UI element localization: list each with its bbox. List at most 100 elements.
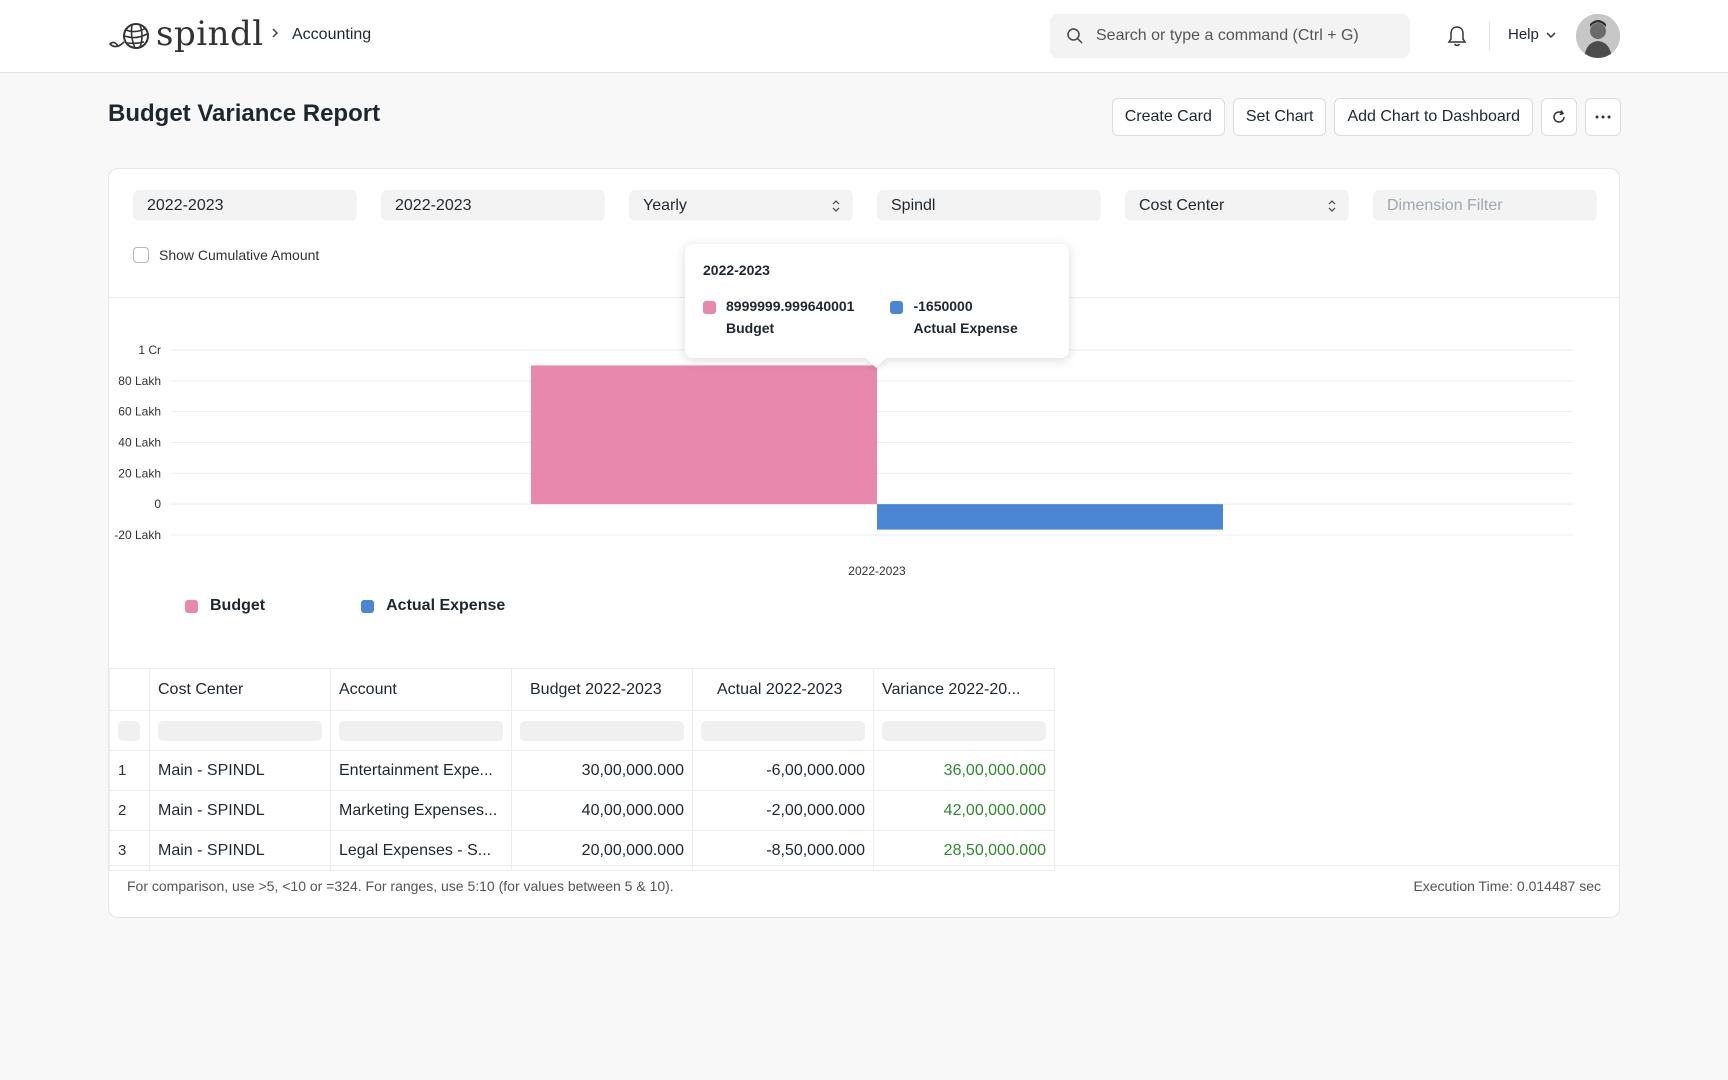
y-tick-label: 1 Cr bbox=[138, 343, 161, 357]
y-tick-label: 20 Lakh bbox=[118, 466, 161, 480]
user-avatar[interactable] bbox=[1576, 14, 1620, 58]
legend-swatch-budget bbox=[185, 599, 198, 613]
table-row[interactable]: 1 Main - SPINDL Entertainment Expe... 30… bbox=[109, 750, 1055, 791]
column-header[interactable]: Account bbox=[330, 668, 512, 711]
chevron-right-icon bbox=[270, 26, 280, 44]
cell-account[interactable]: Entertainment Expe... bbox=[330, 750, 512, 791]
cell-cost-center[interactable]: Main - SPINDL bbox=[149, 830, 331, 871]
row-index: 2 bbox=[109, 790, 150, 831]
help-dropdown[interactable]: Help bbox=[1508, 26, 1557, 43]
legend-item-budget[interactable]: Budget bbox=[185, 597, 265, 615]
y-tick-label: 40 Lakh bbox=[118, 436, 161, 450]
y-tick-label: 60 Lakh bbox=[118, 405, 161, 419]
select-arrows-icon bbox=[832, 200, 840, 212]
notification-bell-icon[interactable] bbox=[1446, 24, 1468, 53]
legend-item-actual-expense[interactable]: Actual Expense bbox=[361, 597, 505, 615]
bar-budget[interactable] bbox=[531, 365, 877, 505]
cell-cost-center[interactable]: Main - SPINDL bbox=[149, 790, 331, 831]
budget-against-select[interactable]: Cost Center bbox=[1125, 190, 1349, 221]
column-filter-input[interactable] bbox=[692, 710, 874, 751]
column-filter-input[interactable] bbox=[149, 710, 331, 751]
tooltip-title: 2022-2023 bbox=[703, 262, 770, 278]
cell-variance[interactable]: 42,00,000.000 bbox=[873, 790, 1055, 831]
budget-against-value: Cost Center bbox=[1139, 196, 1225, 214]
cell-account[interactable]: Marketing Expenses... bbox=[330, 790, 512, 831]
column-header[interactable]: Cost Center bbox=[149, 668, 331, 711]
column-filter-input[interactable] bbox=[511, 710, 693, 751]
search-placeholder: Search or type a command (Ctrl + G) bbox=[1096, 27, 1359, 44]
row-index-header bbox=[109, 668, 150, 711]
bar-actual-expense[interactable] bbox=[877, 504, 1223, 530]
more-options-button[interactable] bbox=[1585, 98, 1621, 136]
cell-account[interactable]: Legal Expenses - S... bbox=[330, 830, 512, 871]
legend-label-budget: Budget bbox=[210, 597, 266, 614]
to-fiscal-year-field[interactable]: 2022-2023 bbox=[381, 190, 605, 221]
tooltip-items: 8999999.999640001 Budget -1650000 Actual… bbox=[703, 298, 1051, 336]
cell-variance[interactable]: 28,50,000.000 bbox=[873, 830, 1055, 871]
cell-actual[interactable]: -2,00,000.000 bbox=[692, 790, 874, 831]
tooltip-name-actual: Actual Expense bbox=[913, 320, 1018, 336]
add-chart-to-dashboard-button[interactable]: Add Chart to Dashboard bbox=[1334, 98, 1533, 136]
chart-tooltip: 2022-2023 8999999.999640001 Budget -1650… bbox=[685, 244, 1069, 368]
cell-actual[interactable]: -8,50,000.000 bbox=[692, 830, 874, 871]
y-tick-label: 0 bbox=[154, 497, 161, 511]
refresh-button[interactable] bbox=[1541, 98, 1577, 136]
legend-swatch-actual bbox=[361, 599, 375, 613]
period-value: Yearly bbox=[643, 196, 687, 214]
report-card: 2022-2023 2022-2023 Yearly Spindl Cost C… bbox=[108, 168, 1620, 918]
search-input[interactable]: Search or type a command (Ctrl + G) bbox=[1050, 14, 1410, 58]
ellipsis-icon bbox=[1595, 115, 1611, 119]
filter-cell bbox=[109, 710, 150, 751]
table-row[interactable]: 2 Main - SPINDL Marketing Expenses... 40… bbox=[109, 790, 1055, 831]
column-header[interactable]: Actual 2022-2023 bbox=[692, 668, 874, 711]
dimension-filter-input[interactable]: Dimension Filter bbox=[1373, 190, 1597, 221]
tooltip-value-budget: 8999999.999640001 bbox=[726, 298, 855, 314]
select-arrows-icon bbox=[1328, 200, 1336, 212]
column-header[interactable]: Budget 2022-2023 bbox=[511, 668, 693, 711]
set-chart-button[interactable]: Set Chart bbox=[1232, 98, 1327, 136]
cell-cost-center[interactable]: Main - SPINDL bbox=[149, 750, 331, 791]
legend-label-actual: Actual Expense bbox=[386, 597, 506, 614]
page-actions: Create Card Set Chart Add Chart to Dashb… bbox=[1111, 98, 1621, 136]
chevron-down-icon bbox=[1546, 31, 1556, 38]
x-tick-label: 2022-2023 bbox=[848, 564, 906, 578]
show-cumulative-checkbox[interactable] bbox=[133, 247, 149, 263]
from-fiscal-year-field[interactable]: 2022-2023 bbox=[133, 190, 357, 221]
cell-budget[interactable]: 30,00,000.000 bbox=[511, 750, 693, 791]
navbar-divider bbox=[1489, 22, 1490, 50]
table-row[interactable]: 3 Main - SPINDL Legal Expenses - S... 20… bbox=[109, 830, 1055, 871]
company-field[interactable]: Spindl bbox=[877, 190, 1101, 221]
yarn-ball-icon bbox=[108, 23, 149, 49]
tooltip-swatch-actual bbox=[890, 301, 904, 314]
y-tick-label: -20 Lakh bbox=[114, 528, 161, 542]
navbar: spindl Accounting Search or type a comma… bbox=[0, 0, 1728, 73]
tooltip-item-budget: 8999999.999640001 Budget bbox=[703, 298, 854, 336]
brand-logo[interactable]: spindl bbox=[108, 14, 264, 54]
breadcrumb-accounting[interactable]: Accounting bbox=[292, 26, 372, 43]
show-cumulative-label: Show Cumulative Amount bbox=[159, 247, 320, 263]
page-title: Budget Variance Report bbox=[108, 100, 381, 127]
cell-variance[interactable]: 36,00,000.000 bbox=[873, 750, 1055, 791]
table-filter-row bbox=[109, 710, 1055, 751]
filter-help-note: For comparison, use >5, <10 or =324. For… bbox=[127, 878, 674, 894]
column-filter-input[interactable] bbox=[873, 710, 1055, 751]
chart-legend: Budget Actual Expense bbox=[185, 597, 505, 615]
show-cumulative-row[interactable]: Show Cumulative Amount bbox=[133, 247, 319, 263]
row-index: 1 bbox=[109, 750, 150, 791]
period-select[interactable]: Yearly bbox=[629, 190, 853, 221]
execution-time: Execution Time: 0.014487 sec bbox=[1413, 878, 1601, 894]
search-icon bbox=[1067, 28, 1083, 44]
table-header-row: Cost Center Account Budget 2022-2023 Act… bbox=[109, 668, 1055, 711]
brand-name: spindl bbox=[156, 14, 264, 54]
breadcrumb: Accounting bbox=[270, 26, 371, 44]
create-card-button[interactable]: Create Card bbox=[1111, 98, 1225, 136]
report-table: Cost Center Account Budget 2022-2023 Act… bbox=[109, 668, 1055, 871]
tooltip-value-actual: -1650000 bbox=[913, 298, 973, 314]
tooltip-name-budget: Budget bbox=[726, 320, 775, 336]
y-tick-label: 80 Lakh bbox=[118, 374, 161, 388]
column-filter-input[interactable] bbox=[330, 710, 512, 751]
tooltip-swatch-budget bbox=[703, 301, 716, 314]
column-header[interactable]: Variance 2022-20... bbox=[873, 668, 1055, 711]
cell-actual[interactable]: -6,00,000.000 bbox=[692, 750, 874, 791]
cell-budget[interactable]: 40,00,000.000 bbox=[511, 790, 693, 831]
